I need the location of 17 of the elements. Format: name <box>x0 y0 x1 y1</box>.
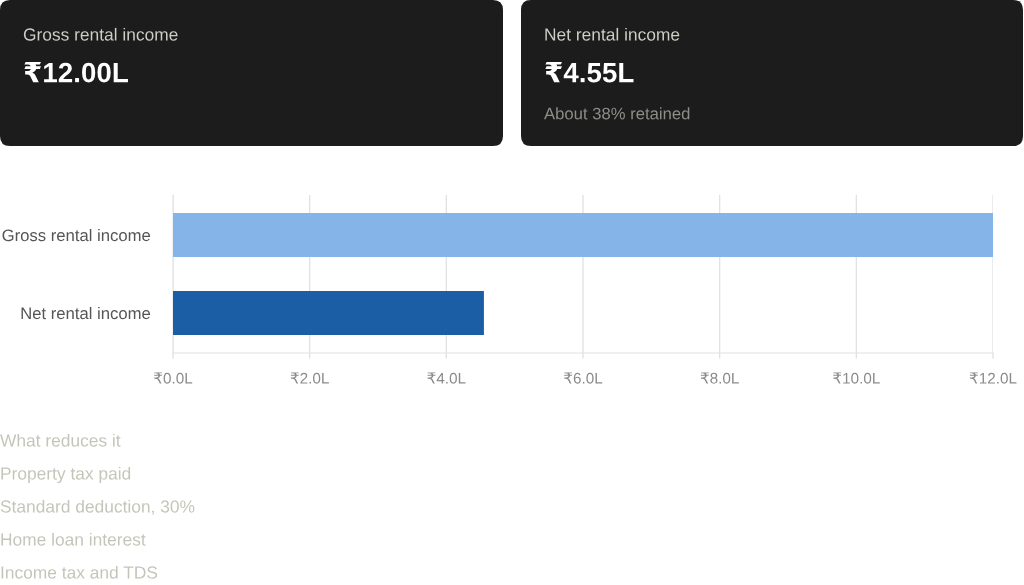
text: ₹12.00L <box>24 61 128 83</box>
x-tick-label: ₹2.0L <box>290 372 329 384</box>
text: What reduces it <box>0 433 121 447</box>
x-tick-label: ₹0.0L <box>154 372 193 384</box>
text: ₹4.55L <box>545 61 634 83</box>
text: Net rental income <box>545 27 680 41</box>
x-tick-label: ₹6.0L <box>564 372 603 384</box>
text: About 38% retained <box>544 107 690 120</box>
x-tick-label: ₹8.0L <box>700 372 739 384</box>
text: Home loan interest <box>1 532 146 546</box>
x-tick-label: ₹4.0L <box>427 372 466 384</box>
text: Gross rental income <box>23 27 178 41</box>
x-tick-label: ₹12.0L <box>969 372 1017 384</box>
text: Income tax and TDS <box>1 565 158 579</box>
x-tick-label: ₹10.0L <box>833 372 880 384</box>
text: Standard deduction, 30% <box>0 499 195 515</box>
text: Property tax paid <box>1 466 131 484</box>
